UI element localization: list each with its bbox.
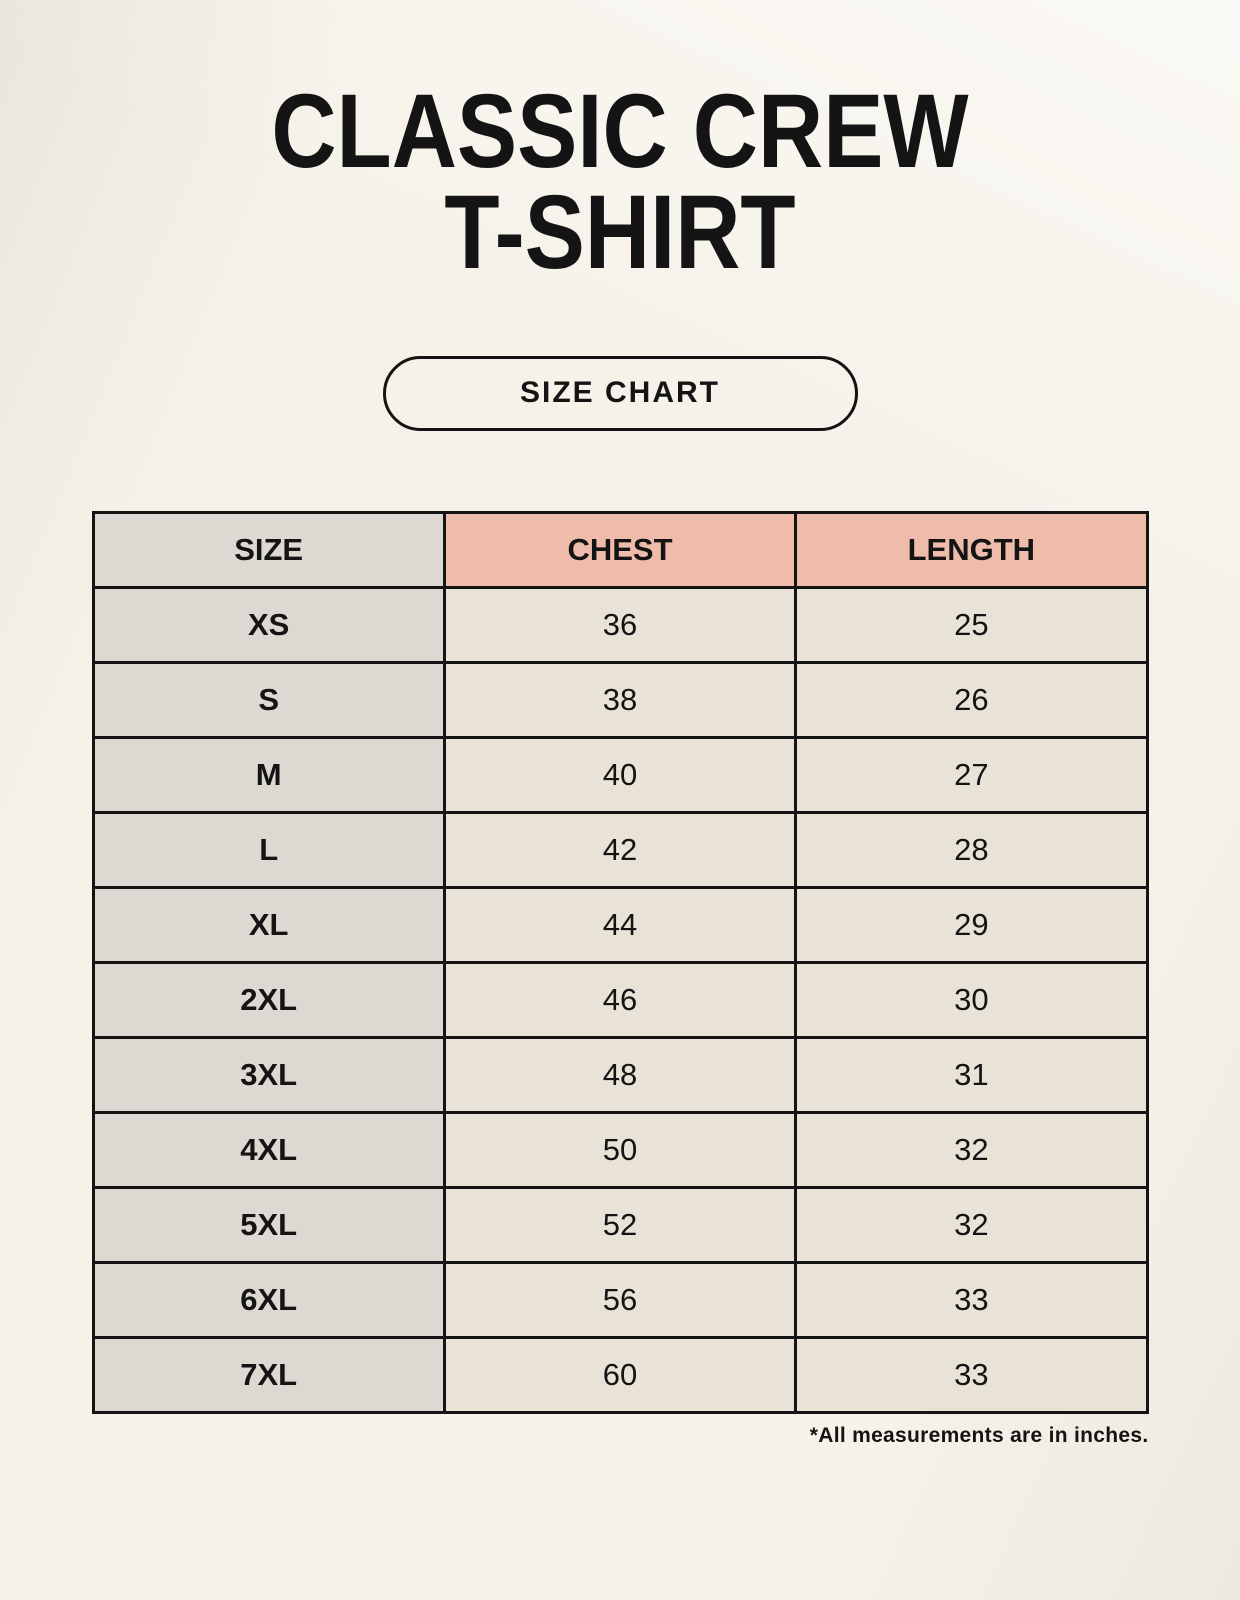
chest-cell: 60 [442, 1335, 798, 1414]
table-header: SIZE CHEST LENGTH [91, 510, 1149, 589]
size-cell: 7XL [91, 1335, 446, 1414]
header-row: SIZE CHEST LENGTH [91, 510, 1149, 589]
title-line-1: CLASSIC CREW [271, 73, 969, 190]
chest-cell: 38 [442, 660, 798, 739]
table-row: 4XL 50 32 [91, 1110, 1149, 1189]
table-row: XL 44 29 [91, 885, 1149, 964]
size-chart-badge-label: SIZE CHART [520, 376, 720, 410]
chest-cell: 50 [442, 1110, 798, 1189]
page-title: CLASSIC CREW T-SHIRT [87, 0, 1153, 291]
chest-cell: 46 [442, 960, 798, 1039]
length-cell: 33 [794, 1260, 1149, 1339]
table-row: XS 36 25 [91, 585, 1149, 664]
size-cell: 6XL [91, 1260, 446, 1339]
size-cell: M [91, 735, 446, 814]
measurements-footnote: *All measurements are in inches. [809, 1423, 1149, 1447]
chest-cell: 42 [442, 810, 798, 889]
table-row: 6XL 56 33 [91, 1260, 1149, 1339]
size-cell: XL [91, 885, 446, 964]
size-chart-badge[interactable]: SIZE CHART [382, 355, 858, 431]
size-cell: 5XL [91, 1185, 446, 1264]
table-row: 3XL 48 31 [91, 1035, 1149, 1114]
chest-cell: 44 [442, 885, 798, 964]
table-row: S 38 26 [91, 660, 1149, 739]
table-row: 7XL 60 33 [91, 1335, 1149, 1414]
length-cell: 26 [794, 660, 1149, 739]
table-row: 2XL 46 30 [91, 960, 1149, 1039]
length-cell: 28 [794, 810, 1149, 889]
size-cell: 3XL [91, 1035, 446, 1114]
length-cell: 32 [794, 1185, 1149, 1264]
length-cell: 31 [794, 1035, 1149, 1114]
length-cell: 29 [794, 885, 1149, 964]
length-cell: 33 [794, 1335, 1149, 1414]
column-header-chest: CHEST [442, 510, 798, 589]
table-body: XS 36 25 S 38 26 M 40 27 L 42 28 XL 44 2… [91, 585, 1149, 1414]
column-header-size: SIZE [91, 510, 446, 589]
title-line-2: T-SHIRT [444, 173, 796, 291]
chest-cell: 40 [442, 735, 798, 814]
size-table: SIZE CHEST LENGTH XS 36 25 S 38 26 M 40 … [91, 510, 1149, 1414]
length-cell: 27 [794, 735, 1149, 814]
table-row: L 42 28 [91, 810, 1149, 889]
size-cell: 2XL [91, 960, 446, 1039]
chest-cell: 52 [442, 1185, 798, 1264]
chest-cell: 36 [442, 585, 798, 664]
chest-cell: 56 [442, 1260, 798, 1339]
size-cell: 4XL [91, 1110, 446, 1189]
length-cell: 25 [794, 585, 1149, 664]
chest-cell: 48 [442, 1035, 798, 1114]
column-header-length: LENGTH [794, 510, 1149, 589]
size-cell: S [91, 660, 446, 739]
length-cell: 32 [794, 1110, 1149, 1189]
table-row: 5XL 52 32 [91, 1185, 1149, 1264]
size-table-container: SIZE CHEST LENGTH XS 36 25 S 38 26 M 40 … [91, 510, 1149, 1414]
size-cell: XS [91, 585, 446, 664]
size-cell: L [91, 810, 446, 889]
length-cell: 30 [794, 960, 1149, 1039]
table-row: M 40 27 [91, 735, 1149, 814]
